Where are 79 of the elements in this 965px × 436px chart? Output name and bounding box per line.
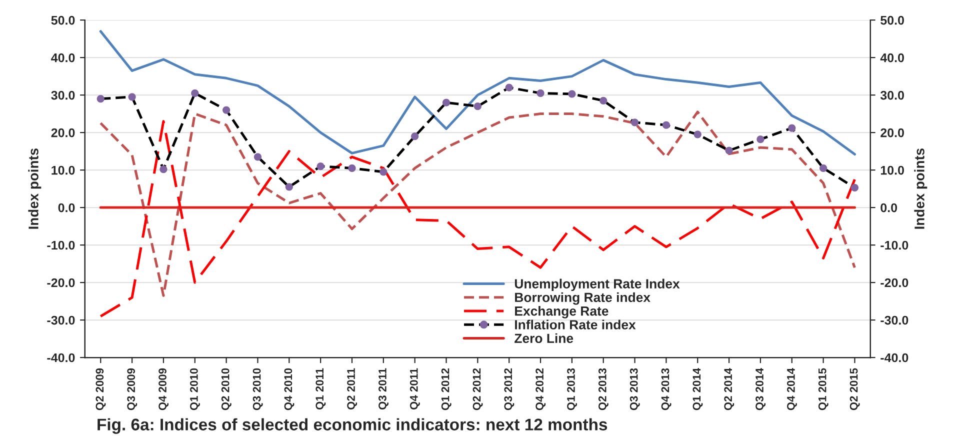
point [128, 93, 136, 101]
x-tick-label: Q3 2014 [756, 368, 766, 410]
point [819, 164, 828, 172]
point [630, 118, 639, 126]
x-tick-label: Q3 2010 [252, 368, 263, 410]
y2-axis-title: Index points [914, 148, 928, 229]
x-tick-label: Q4 2009 [158, 368, 169, 410]
point [96, 94, 104, 103]
x-tick-label: Q2 2009 [96, 368, 106, 410]
x-tick-label: Q4 2013 [661, 368, 672, 410]
x-tick-label: Q4 2010 [284, 368, 294, 410]
y-tick-label: -20.0 [47, 278, 75, 288]
point [505, 84, 513, 92]
y2-tick-label: 10.0 [880, 166, 904, 175]
y-tick-label: 30.0 [51, 90, 75, 100]
y-tick-label: 40.0 [51, 53, 75, 62]
x-tick-label: Q1 2010 [190, 368, 200, 410]
point [380, 168, 388, 176]
point [788, 124, 796, 132]
legend-label: Inflation Rate index [515, 320, 636, 330]
legend-label: Unemployment Rate Index [514, 278, 680, 292]
x-tick-label: Q1 2013 [567, 368, 577, 410]
x-tick-label: Q4 2012 [536, 368, 546, 410]
legend-label: Exchange Rate [515, 306, 608, 318]
y-tick-label: -40.0 [47, 353, 75, 362]
point [442, 98, 450, 106]
x-tick-label: Q1 2011 [316, 368, 326, 410]
line-series [99, 30, 856, 156]
x-tick-label: Q4 2011 [410, 368, 420, 410]
y2-tick-label: -20.0 [880, 278, 908, 288]
point [160, 165, 168, 174]
point [316, 162, 324, 170]
y2-tick-label: 30.0 [880, 90, 904, 100]
x-tick-label: Q3 2013 [630, 368, 640, 410]
point [694, 130, 702, 138]
point [568, 90, 576, 98]
point [285, 183, 293, 191]
point [411, 132, 419, 140]
x-tick-label: Q1 2015 [818, 368, 828, 410]
x-tick-label: Q4 2014 [786, 368, 797, 410]
y2-tick-label: 50.0 [880, 16, 904, 25]
y2-tick-label: -30.0 [880, 316, 908, 325]
y-axis-title: Index points [28, 148, 42, 229]
legend-label: Borrowing Rate index [515, 292, 650, 305]
point [191, 89, 199, 97]
y-tick-label: 10.0 [52, 166, 75, 175]
x-tick-label: Q2 2010 [221, 368, 232, 410]
x-tick-label: Q2 2013 [598, 368, 608, 410]
legend-label: Zero Line [514, 333, 574, 344]
x-tick-label: Q1 2012 [441, 368, 452, 410]
x-tick-label: Q3 2011 [378, 368, 388, 410]
y2-tick-label: -40.0 [880, 353, 908, 362]
y2-tick-label: 0.0 [880, 203, 898, 212]
caption: Fig. 6a: Indices of selected economic indicators: next 12 months [98, 418, 608, 434]
point [348, 164, 356, 172]
x-tick-label: Q1 2014 [692, 368, 703, 410]
point [474, 102, 482, 110]
y-tick-label: 50.0 [51, 16, 75, 25]
point [850, 184, 859, 192]
y2-tick-label: 40.0 [880, 53, 904, 62]
point [662, 121, 670, 129]
point [536, 89, 544, 97]
y2-tick-label: 20.0 [880, 128, 904, 138]
point [725, 146, 733, 154]
point [600, 96, 608, 104]
x-tick-label: Q2 2012 [472, 368, 483, 410]
y-tick-label: -30.0 [47, 316, 75, 325]
x-tick-label: Q3 2012 [504, 368, 514, 410]
point [222, 106, 230, 114]
point [254, 153, 262, 161]
y-tick-label: -10.0 [47, 240, 75, 250]
y-tick-label: 20.0 [51, 128, 75, 138]
point [756, 135, 764, 144]
y-tick-label: 0.0 [58, 203, 75, 212]
x-tick-label: Q2 2014 [724, 368, 734, 410]
x-tick-label: Q2 2015 [850, 368, 860, 410]
x-tick-label: Q2 2011 [347, 368, 358, 410]
x-tick-label: Q3 2009 [127, 368, 138, 410]
y2-tick-label: -10.0 [880, 240, 908, 250]
